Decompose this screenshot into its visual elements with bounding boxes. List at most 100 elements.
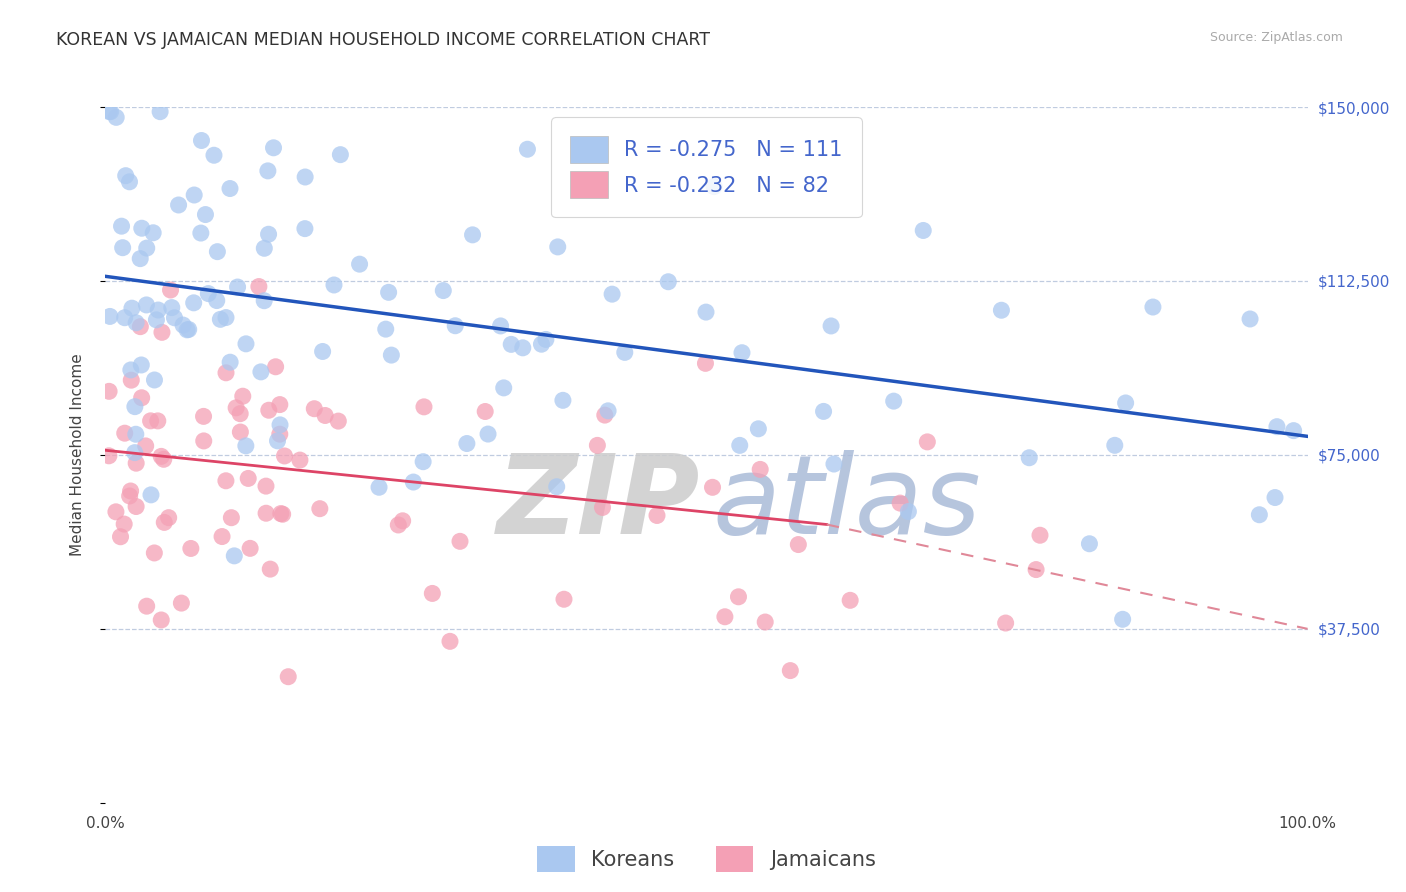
Point [839, 593, 862, 607]
Point [269, 398, 291, 412]
Point [456, 436, 478, 450]
Point [304, 401, 326, 416]
Point [170, 596, 193, 610]
Point [695, 356, 717, 370]
Point [492, 381, 515, 395]
Point [311, 344, 333, 359]
Point [135, 599, 157, 614]
Point [142, 226, 165, 240]
Point [273, 449, 295, 463]
Point [266, 434, 288, 448]
Point [1025, 563, 1047, 577]
Point [152, 452, 174, 467]
Point [269, 417, 291, 432]
Point [163, 310, 186, 325]
Point [586, 438, 609, 452]
Point [645, 508, 668, 523]
Point [264, 359, 287, 374]
Point [377, 285, 399, 300]
Legend: Koreans, Jamaicans: Koreans, Jamaicans [527, 835, 886, 883]
Point [439, 634, 461, 648]
Point [257, 164, 280, 178]
Point [990, 303, 1012, 318]
Point [277, 670, 299, 684]
Point [135, 439, 157, 453]
Point [129, 319, 152, 334]
Point [368, 480, 391, 494]
Point [229, 425, 252, 439]
Point [1264, 491, 1286, 505]
Point [444, 318, 467, 333]
Text: KOREAN VS JAMAICAN MEDIAN HOUSEHOLD INCOME CORRELATION CHART: KOREAN VS JAMAICAN MEDIAN HOUSEHOLD INCO… [56, 31, 710, 49]
Point [112, 517, 135, 532]
Point [747, 422, 769, 436]
Point [512, 341, 534, 355]
Point [215, 474, 238, 488]
Point [110, 530, 132, 544]
Point [254, 506, 277, 520]
Point [917, 434, 939, 449]
Point [143, 546, 166, 560]
Point [100, 104, 122, 119]
Point [131, 221, 153, 235]
Point [211, 530, 233, 544]
Point [547, 240, 569, 254]
Point [823, 457, 845, 471]
Point [551, 393, 574, 408]
Point [172, 318, 194, 332]
Point [139, 414, 162, 428]
Point [489, 318, 512, 333]
Point [176, 323, 198, 337]
Point [402, 475, 425, 489]
Point [160, 301, 183, 315]
Point [516, 142, 538, 156]
Point [105, 111, 128, 125]
Point [125, 456, 148, 470]
Point [329, 147, 352, 161]
Point [143, 373, 166, 387]
Point [1115, 396, 1137, 410]
Point [177, 322, 200, 336]
Point [98, 310, 121, 324]
Point [98, 104, 121, 119]
Point [253, 293, 276, 308]
Point [592, 500, 614, 515]
Point [420, 586, 443, 600]
Point [288, 453, 311, 467]
Point [731, 345, 754, 359]
Point [148, 303, 170, 318]
Point [596, 404, 619, 418]
Point [190, 226, 212, 240]
Point [754, 615, 776, 629]
Point [1239, 312, 1261, 326]
Point [257, 403, 280, 417]
Point [727, 590, 749, 604]
Point [207, 244, 229, 259]
Point [153, 516, 176, 530]
Point [294, 221, 316, 235]
Point [97, 449, 120, 463]
Point [702, 480, 724, 494]
Point [1018, 450, 1040, 465]
Point [110, 219, 132, 234]
Point [104, 505, 127, 519]
Point [114, 426, 136, 441]
Point [380, 348, 402, 362]
Point [125, 316, 148, 330]
Point [328, 414, 350, 428]
Point [120, 373, 142, 387]
Point [221, 510, 243, 524]
Point [215, 310, 238, 325]
Point [145, 313, 167, 327]
Point [294, 169, 316, 184]
Point [125, 500, 148, 514]
Point [530, 337, 553, 351]
Point [263, 141, 285, 155]
Point [270, 507, 292, 521]
Point [124, 400, 146, 414]
Point [118, 175, 141, 189]
Point [994, 615, 1017, 630]
Point [120, 483, 142, 498]
Point [111, 241, 134, 255]
Point [314, 409, 336, 423]
